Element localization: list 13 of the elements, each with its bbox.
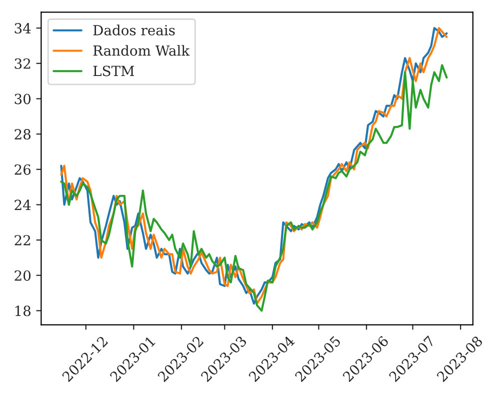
y-tick-label: 20 — [14, 270, 31, 281]
y-tick-label: 28 — [14, 129, 31, 140]
y-tick-label: 26 — [14, 164, 31, 175]
y-tick-label: 32 — [14, 58, 30, 69]
y-tick-label: 18 — [15, 306, 31, 316]
y-tick-label: 24 — [14, 200, 31, 210]
line-series — [60, 64, 448, 312]
y-tick-label: 34 — [14, 23, 31, 34]
y-tick-label: 30 — [14, 94, 31, 104]
legend-label: LSTM — [93, 66, 134, 76]
legend-label: Dados reais — [93, 24, 175, 36]
legend-label: Random Walk — [93, 45, 190, 56]
y-tick-label: 22 — [14, 234, 30, 246]
